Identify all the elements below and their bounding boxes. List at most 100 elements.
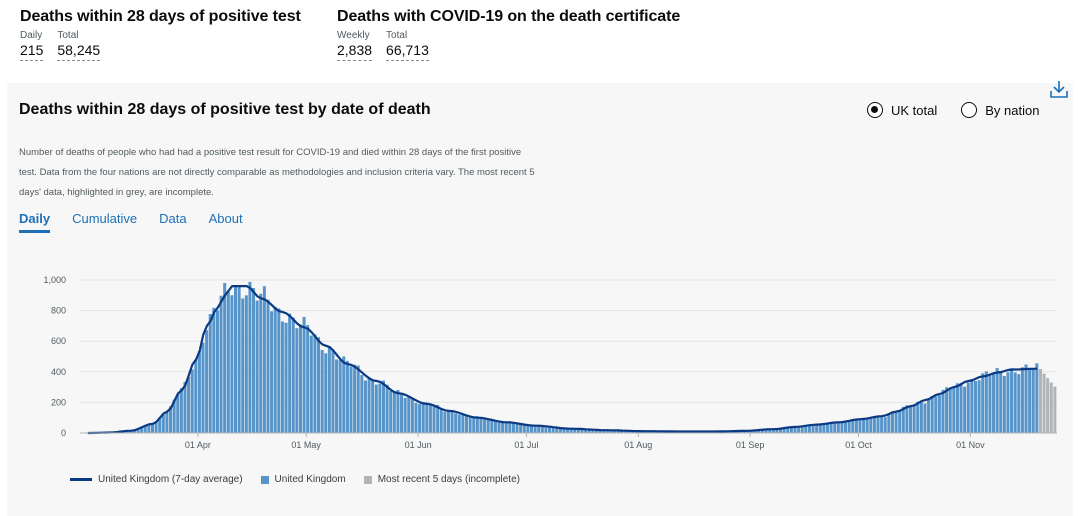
bar	[179, 388, 183, 433]
stat-value[interactable]: 66,713	[386, 42, 429, 61]
bar	[822, 423, 826, 433]
bar	[551, 427, 555, 433]
bar	[576, 429, 580, 433]
bar	[288, 313, 292, 433]
bar	[295, 328, 299, 433]
bar	[150, 424, 154, 433]
bar	[862, 417, 866, 433]
bar	[317, 337, 321, 433]
stat-value[interactable]: 2,838	[337, 42, 373, 61]
bar	[255, 300, 259, 433]
bar	[244, 295, 248, 433]
bar	[511, 422, 515, 433]
bar	[797, 426, 801, 433]
bar	[815, 424, 819, 433]
bar	[851, 419, 855, 433]
bar	[959, 384, 963, 433]
bar	[262, 286, 266, 433]
bar	[1038, 369, 1042, 433]
bar	[1053, 386, 1057, 433]
bar	[450, 410, 454, 433]
bar	[916, 401, 920, 433]
tab-data[interactable]: Data	[159, 211, 187, 226]
bar	[313, 334, 317, 433]
bar	[872, 417, 876, 433]
bar	[613, 430, 617, 433]
bar	[999, 371, 1003, 433]
bar	[887, 413, 891, 433]
download-icon[interactable]	[1049, 79, 1069, 99]
bar	[194, 359, 198, 433]
bar	[259, 293, 263, 433]
bar	[782, 427, 786, 433]
stat-label: Daily	[20, 30, 43, 41]
bar	[425, 402, 429, 433]
legend-item-united-kingdom[interactable]: United Kingdom	[260, 474, 346, 485]
bar	[880, 416, 884, 433]
y-tick-label: 200	[51, 397, 66, 407]
bar	[335, 359, 339, 433]
bar	[371, 379, 375, 433]
y-tick-label: 1,000	[43, 275, 66, 285]
bar	[392, 390, 396, 433]
bar	[428, 405, 432, 433]
bar	[580, 429, 584, 433]
bar	[591, 429, 595, 433]
bar	[396, 390, 400, 433]
bar	[306, 325, 310, 433]
x-tick-label: 01 Apr	[185, 440, 211, 450]
bar	[410, 398, 414, 433]
bar	[248, 281, 252, 433]
average-line	[87, 285, 1038, 435]
bar	[948, 388, 952, 433]
bar	[1013, 372, 1017, 433]
stat-label: Total	[57, 30, 79, 41]
bar	[587, 429, 591, 433]
bar	[836, 422, 840, 433]
bar	[270, 311, 274, 433]
bar	[154, 421, 158, 433]
bar	[786, 427, 790, 433]
legend-line-swatch	[70, 478, 92, 481]
bar	[201, 342, 205, 433]
bar	[298, 324, 302, 433]
bar	[208, 314, 212, 433]
bar	[183, 381, 187, 433]
x-tick-label: 01 Jun	[405, 440, 432, 450]
bar	[237, 285, 241, 433]
radio-unselected-icon[interactable]	[961, 102, 978, 118]
tab-about[interactable]: About	[208, 211, 243, 226]
y-tick-label: 400	[51, 367, 66, 377]
bar	[988, 374, 992, 433]
bar	[1035, 363, 1039, 433]
bar	[901, 406, 905, 433]
bar	[389, 390, 393, 433]
legend-item-incomplete[interactable]: Most recent 5 days (incomplete)	[363, 474, 520, 485]
bar	[981, 373, 985, 433]
bar	[934, 396, 938, 433]
stat-value[interactable]: 215	[20, 42, 44, 61]
radio-selected-icon[interactable]	[867, 102, 883, 118]
bar	[432, 404, 436, 433]
bar	[919, 402, 923, 433]
bar	[140, 427, 144, 433]
radio-uk-total[interactable]: UK total	[867, 102, 937, 118]
bar	[757, 429, 761, 433]
chart-legend: United Kingdom (7-day average) United Ki…	[70, 474, 520, 485]
bar	[811, 424, 815, 433]
bar	[1020, 367, 1024, 433]
tab-daily[interactable]: Daily	[19, 211, 51, 233]
bar	[331, 349, 335, 433]
bar	[230, 295, 234, 433]
radio-by-nation[interactable]: By nation	[961, 102, 1039, 118]
bar	[273, 306, 277, 433]
stat-total: Total 66,713	[386, 30, 429, 61]
stat-value[interactable]: 58,245	[57, 42, 101, 61]
tab-cumulative[interactable]: Cumulative	[72, 211, 138, 226]
legend-item-7day-average[interactable]: United Kingdom (7-day average)	[70, 474, 243, 485]
bar	[963, 386, 967, 433]
bar	[501, 421, 505, 433]
card-title: Deaths within 28 days of positive test b…	[19, 101, 431, 118]
bar	[360, 374, 364, 433]
bar	[937, 395, 941, 433]
